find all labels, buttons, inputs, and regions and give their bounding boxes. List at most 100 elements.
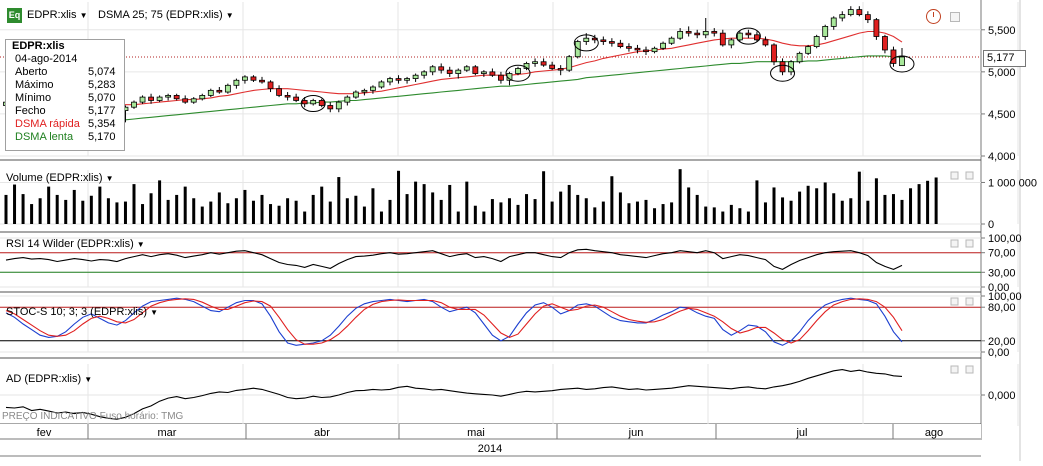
volume-bar [192,198,196,224]
candle-body [472,66,479,74]
volume-bar [439,199,443,224]
indicator-line [5,369,903,420]
indicator-line [5,298,903,345]
volume-bar [798,191,802,224]
candle-body [156,96,163,101]
volume-bar [294,200,298,224]
eq-icon[interactable]: Eq [7,8,22,23]
volume-bar [661,204,665,224]
volume-bar [217,192,221,224]
candle-body [438,66,445,71]
candle-body [694,32,701,36]
indicator-line [5,297,903,346]
volume-bar [857,171,861,224]
volume-bar [183,186,187,224]
candle-body [404,78,410,81]
panel-close-button[interactable] [965,297,974,306]
candle-body [856,9,863,16]
volume-bar [849,198,853,224]
candle-body [455,69,462,74]
volume-bar [269,204,273,224]
volume-bar [499,202,503,224]
y-axis-background [981,0,1043,461]
volume-bar [695,194,699,224]
tooltip-row: Mínimo 5,070 [6,92,124,105]
candle-body [131,101,137,108]
volume-bar [4,194,8,224]
candle-body [318,100,325,106]
candle-body [532,61,538,64]
y-tick-label: 1 000 000 [988,177,1037,189]
volume-bar [618,192,622,224]
candle-body [361,89,368,93]
volume-bar [21,194,25,224]
panel-restore-button[interactable] [950,297,959,306]
candle-body [301,100,308,105]
y-tick-label: 4,500 [988,109,1016,121]
candle-body [711,31,718,34]
volume-bar [64,199,68,224]
volume-bar [414,181,418,224]
pattern-circle [770,64,796,82]
candle-body [882,36,888,51]
x-tick-label: fev [37,427,52,439]
candle-body [728,39,735,46]
symbol-selector[interactable]: EDPR:xlis ▼ [27,9,88,21]
volume-bar [712,207,716,224]
panel-restore-button[interactable] [950,365,959,374]
volume-bar [320,186,324,224]
indicator-selector[interactable]: DSMA 25; 75 (EDPR:xlis) ▼ [98,9,234,21]
volume-bar [635,201,639,224]
panel-close-button[interactable] [965,171,974,180]
candle-body [651,47,658,53]
panel-restore-button[interactable] [950,171,959,180]
volume-bar [158,180,162,224]
indicator-selector-label: DSMA 25; 75 (EDPR:xlis) [98,9,223,21]
y-tick-label: 5,500 [988,25,1016,37]
tooltip-row-label: DSMA lenta [15,131,74,143]
symbol-selector-label: EDPR:xlis [27,9,77,21]
chevron-down-icon: ▼ [79,11,88,20]
candle-body [660,42,666,49]
volume-bar [328,201,332,224]
candle-body [463,66,470,71]
volume-bar [132,184,136,224]
volume-bar [806,185,810,224]
volume-bar [149,193,153,224]
volume-bar [516,204,520,224]
tooltip-row-label: Aberto [15,66,48,78]
tooltip-row-value: 5,074 [88,66,116,78]
volume-bar [746,211,750,224]
clock-icon[interactable] [926,9,941,24]
candle-body [762,39,769,46]
candle-body [634,47,641,51]
volume-bar [559,191,563,224]
x-tick-label: mai [467,427,485,439]
volume-bar [781,197,785,224]
volume-bar [431,192,435,224]
tooltip-rows: Aberto 5,074 Máximo 5,283 Mínimo 5,070 Fecho 5,… [6,66,124,144]
candle-body [224,84,231,93]
candle-body [890,49,897,64]
candle-body [839,14,846,19]
panel-close-button[interactable] [965,365,974,374]
volume-bar [704,206,708,224]
pattern-circle [505,64,531,82]
candle-body [276,88,282,96]
candle-body [489,71,496,76]
pattern-circle [573,34,599,52]
volume-bar [900,199,904,224]
year-label: 2014 [478,443,502,455]
data-tooltip: EDPR:xlis 04-ago-2014 Aberto 5,074 Máximo 5… [5,39,125,151]
volume-bar [30,204,34,224]
panel-restore-button[interactable] [950,239,959,248]
candle-body [754,34,760,41]
maximize-panel-button[interactable] [950,12,960,22]
candle-body [216,89,223,93]
y-tick-label: 80,00 [988,302,1016,314]
volume-bar [234,198,238,224]
panel-close-button[interactable] [965,239,974,248]
pattern-circle [889,55,915,73]
volume-bar [653,208,657,224]
